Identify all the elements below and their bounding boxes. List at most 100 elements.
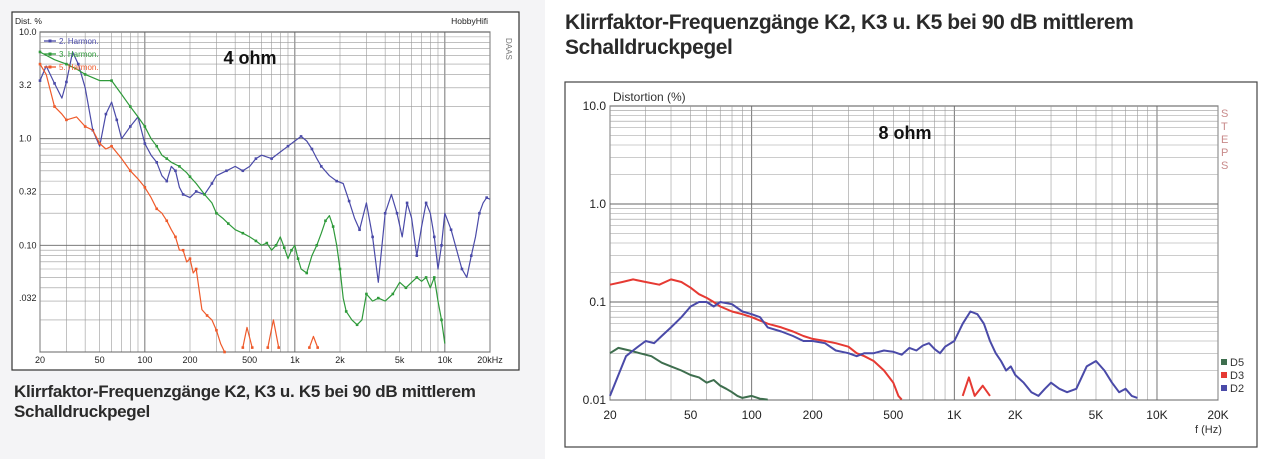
x-tick-label: 5k [395, 355, 405, 365]
series-point [53, 82, 56, 85]
right-panel: Klirrfaktor-Frequenzgänge K2, K3 u. K5 b… [545, 0, 1280, 459]
series-point [415, 276, 419, 279]
y-tick-label: 1.0 [19, 134, 32, 144]
series-line-segment-5 [308, 335, 319, 348]
x-tick-label: 200 [182, 355, 197, 365]
series-point [415, 254, 419, 257]
legend-label: 2. Harmon. [59, 37, 99, 46]
series-line-2-harmon- [39, 51, 491, 283]
x-tick-label: 200 [803, 408, 823, 422]
series-point [331, 225, 335, 228]
series-point [188, 257, 192, 260]
x-tick-label: 100 [742, 408, 762, 422]
x-tick-label: 50 [684, 408, 698, 422]
series-point [215, 328, 218, 332]
right-caption-line1: Klirrfaktor-Frequenzgänge K2, K3 u. K5 b… [565, 11, 1134, 34]
series-point [194, 267, 198, 271]
series-point [277, 346, 280, 349]
series-point [274, 244, 278, 247]
series-point [270, 157, 273, 160]
series-point [226, 222, 230, 225]
series-point [432, 235, 436, 239]
x-tick-label: 1K [947, 408, 962, 422]
y-tick-label: 0.1 [589, 295, 606, 309]
series-point [205, 314, 209, 317]
y-tick-label: 10.0 [19, 27, 37, 37]
series-line-d2 [609, 301, 1138, 399]
series-point [376, 296, 380, 300]
right-caption-line2: Schalldruckpegel [565, 36, 733, 60]
left-chart-title: 4 ohm [223, 48, 276, 68]
x-tick-label: 50 [95, 355, 105, 365]
legend-label: 5. Harmon. [59, 63, 99, 72]
series-point [83, 125, 87, 128]
left-legend: 2. Harmon. 3. Harmon. 5. Harmon. [44, 37, 99, 72]
series-point [338, 267, 342, 271]
y-tick-label: 3.2 [19, 80, 32, 90]
series-point [308, 346, 311, 349]
series-point [395, 211, 399, 215]
x-tick-label: 500 [883, 408, 903, 422]
left-grid [39, 32, 491, 353]
left-brand-label: HobbyHifi [451, 16, 488, 26]
series-point [250, 346, 254, 349]
right-grid [609, 106, 1219, 401]
series-point [155, 207, 159, 211]
series-point [449, 228, 453, 232]
series-point [254, 239, 258, 243]
series-point [155, 144, 159, 148]
series-point [38, 79, 42, 82]
series-point [265, 241, 269, 245]
series-point [241, 231, 245, 235]
series-point [391, 292, 395, 296]
series-point [286, 144, 290, 148]
left-y-axis-label: Dist. % [15, 16, 42, 26]
right-series-group [609, 278, 1138, 401]
series-point [65, 80, 68, 84]
series-point [324, 219, 327, 223]
series-point [174, 235, 177, 239]
series-point [335, 179, 338, 183]
series-point [424, 276, 428, 279]
series-point [383, 211, 387, 215]
x-tick-label: 20K [1207, 408, 1228, 422]
series-point [365, 292, 368, 296]
series-point [254, 157, 258, 160]
series-point [424, 201, 428, 205]
series-point [188, 175, 192, 178]
series-line-segment-4 [267, 319, 280, 348]
series-point [485, 196, 488, 199]
series-point [83, 73, 87, 76]
left-panel: 10.0 3.2 1.0 0.32 0.10 .032 20 50 100 200 500 1k 2k… [0, 0, 545, 459]
series-point [344, 310, 348, 313]
legend-marker [48, 52, 52, 56]
y-tick-label: .032 [19, 293, 37, 303]
y-tick-label: 1.0 [589, 197, 606, 211]
side-label-letter: S [1221, 108, 1228, 120]
series-point [358, 228, 361, 232]
y-tick-label: 0.32 [19, 186, 37, 196]
x-tick-label: 2k [335, 355, 345, 365]
series-point [299, 135, 303, 138]
series-point [215, 211, 218, 215]
side-label-letter: P [1221, 147, 1228, 159]
series-point [38, 50, 42, 54]
series-point [165, 179, 169, 183]
series-point [194, 190, 198, 193]
series-line-3-harmon- [39, 51, 446, 344]
series-point [174, 169, 177, 173]
series-point [225, 169, 228, 173]
series-point [266, 346, 270, 349]
legend-swatch [1221, 372, 1227, 378]
series-point [347, 199, 351, 203]
series-point [143, 125, 147, 128]
series-point [241, 169, 245, 173]
series-point [432, 276, 436, 279]
series-point [155, 161, 159, 164]
series-point [143, 142, 147, 145]
x-tick-label: 5K [1089, 408, 1104, 422]
series-point [355, 323, 359, 327]
series-point [129, 125, 132, 128]
series-point [296, 257, 300, 260]
series-point [110, 79, 113, 82]
